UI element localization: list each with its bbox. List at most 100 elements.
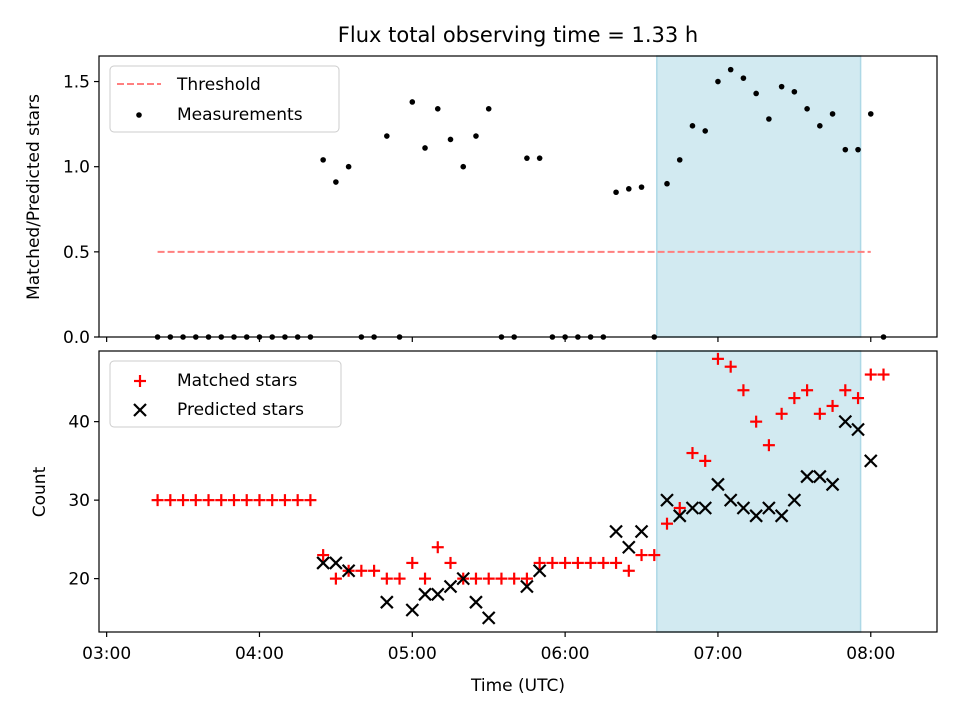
matched-star-point <box>826 399 839 412</box>
predicted-star-point <box>469 595 483 609</box>
measurement-point <box>345 163 352 170</box>
measurement-point <box>422 145 428 151</box>
predicted-star-point <box>430 587 445 602</box>
predicted-star-point <box>749 509 763 523</box>
matched-star-point <box>444 556 457 569</box>
top-y-tick-label: 1.5 <box>63 73 90 93</box>
x-tick-label: 03:00 <box>82 644 131 664</box>
predicted-star-d2 <box>634 524 649 539</box>
matched-star-point <box>164 494 177 507</box>
matched-star-point <box>686 447 699 460</box>
predicted-star-d2 <box>660 493 674 507</box>
matched-star-point <box>355 564 368 577</box>
matched-star-point <box>622 564 635 577</box>
predicted-star-d2 <box>622 540 636 555</box>
predicted-star-point <box>723 493 738 507</box>
matched-star-point <box>571 556 584 569</box>
predicted-star-point <box>532 563 547 578</box>
measurement-point <box>409 99 416 105</box>
predicted-star-d2 <box>825 477 840 492</box>
predicted-star-point <box>380 595 394 609</box>
predicted-star-d2 <box>380 595 394 609</box>
predicted-star-point <box>813 469 827 484</box>
predicted-star-d2 <box>456 571 471 586</box>
predicted-star-d2 <box>736 501 751 515</box>
matched-star-point <box>533 556 546 569</box>
matched-star-point <box>788 392 801 405</box>
predicted-star-point <box>660 493 674 507</box>
bottom-legend: Matched stars Predicted stars <box>109 360 342 428</box>
matched-star-point <box>775 407 788 420</box>
predicted-star-point <box>863 454 878 468</box>
measurement-point <box>842 146 849 153</box>
matched-star-point <box>584 556 597 569</box>
matched-star-point <box>508 572 521 585</box>
predicted-star-d2 <box>316 556 330 570</box>
measurement-point <box>460 163 467 170</box>
matched-star-point <box>189 494 202 507</box>
predicted-star-d2 <box>430 587 445 602</box>
measurement-point <box>740 75 747 81</box>
matched-star-point <box>673 501 686 514</box>
x-tick-label: 07:00 <box>693 644 742 664</box>
measurement-point <box>702 128 709 134</box>
predicted-star-d2 <box>749 509 763 523</box>
predicted-star-point <box>456 571 471 586</box>
predicted-star-d2 <box>698 501 712 515</box>
top-y-tick-label: 0.0 <box>63 328 90 348</box>
predicted-star-d2 <box>711 477 725 492</box>
measurement-point <box>676 157 683 163</box>
x-tick-label: 05:00 <box>388 644 437 664</box>
measurement-point <box>638 184 645 190</box>
matched-star-point <box>317 549 330 562</box>
matched-star-point <box>699 454 712 467</box>
predicted-star-d2 <box>520 579 534 594</box>
predicted-star-d2 <box>532 563 547 578</box>
predicted-star-d2 <box>672 509 687 523</box>
matched-star-point <box>520 572 533 585</box>
legend-measurement-marker <box>136 112 142 118</box>
measurement-point <box>727 66 734 73</box>
predicted-star-d2 <box>762 501 776 515</box>
measurement-point <box>664 180 670 187</box>
matched-star-point <box>546 556 559 569</box>
predicted-star-point <box>762 501 776 515</box>
chart-title: Flux total observing time = 1.33 h <box>338 23 698 47</box>
top-y-tick-label: 0.5 <box>63 243 90 263</box>
matched-star-point <box>380 572 393 585</box>
matched-star-point <box>431 541 444 554</box>
matched-star-point <box>215 494 228 507</box>
predicted-star-d2 <box>774 509 789 523</box>
matched-star-point <box>724 360 737 373</box>
legend-measurements-label: Measurements <box>177 105 303 125</box>
measurement-point <box>485 105 492 112</box>
matched-star-point <box>852 392 865 405</box>
predicted-star-d2 <box>723 493 738 507</box>
predicted-star-point <box>736 501 751 515</box>
legend-matched-marker <box>134 375 146 387</box>
matched-star-point <box>177 494 190 507</box>
matched-star-point <box>762 439 775 452</box>
matched-star-point <box>813 407 826 420</box>
measurement-point <box>320 157 326 163</box>
bottom-axes: 03:00 04:00 05:00 06:00 07:00 08:00 20 30 40 Co… <box>30 350 938 696</box>
predicted-star-d2 <box>787 493 802 507</box>
matched-star-point <box>661 517 674 530</box>
predicted-star-point <box>685 501 700 515</box>
measurement-point <box>689 123 696 129</box>
predicted-star-point <box>481 611 496 625</box>
matched-star-point <box>495 572 508 585</box>
matched-star-point <box>750 415 763 428</box>
predicted-star-point <box>443 579 458 594</box>
measurement-point <box>829 111 836 117</box>
predicted-star-d2 <box>405 603 420 617</box>
predicted-star-point <box>838 414 853 429</box>
predicted-star-d2 <box>685 501 700 515</box>
top-y-axis-label: Matched/Predicted stars <box>24 94 44 300</box>
predicted-star-point <box>672 509 687 523</box>
measurement-point <box>855 146 861 153</box>
predicted-star-d2 <box>329 556 343 570</box>
predicted-star-d2 <box>443 579 458 594</box>
predicted-star-point <box>405 603 420 617</box>
matched-star-point <box>253 494 266 507</box>
